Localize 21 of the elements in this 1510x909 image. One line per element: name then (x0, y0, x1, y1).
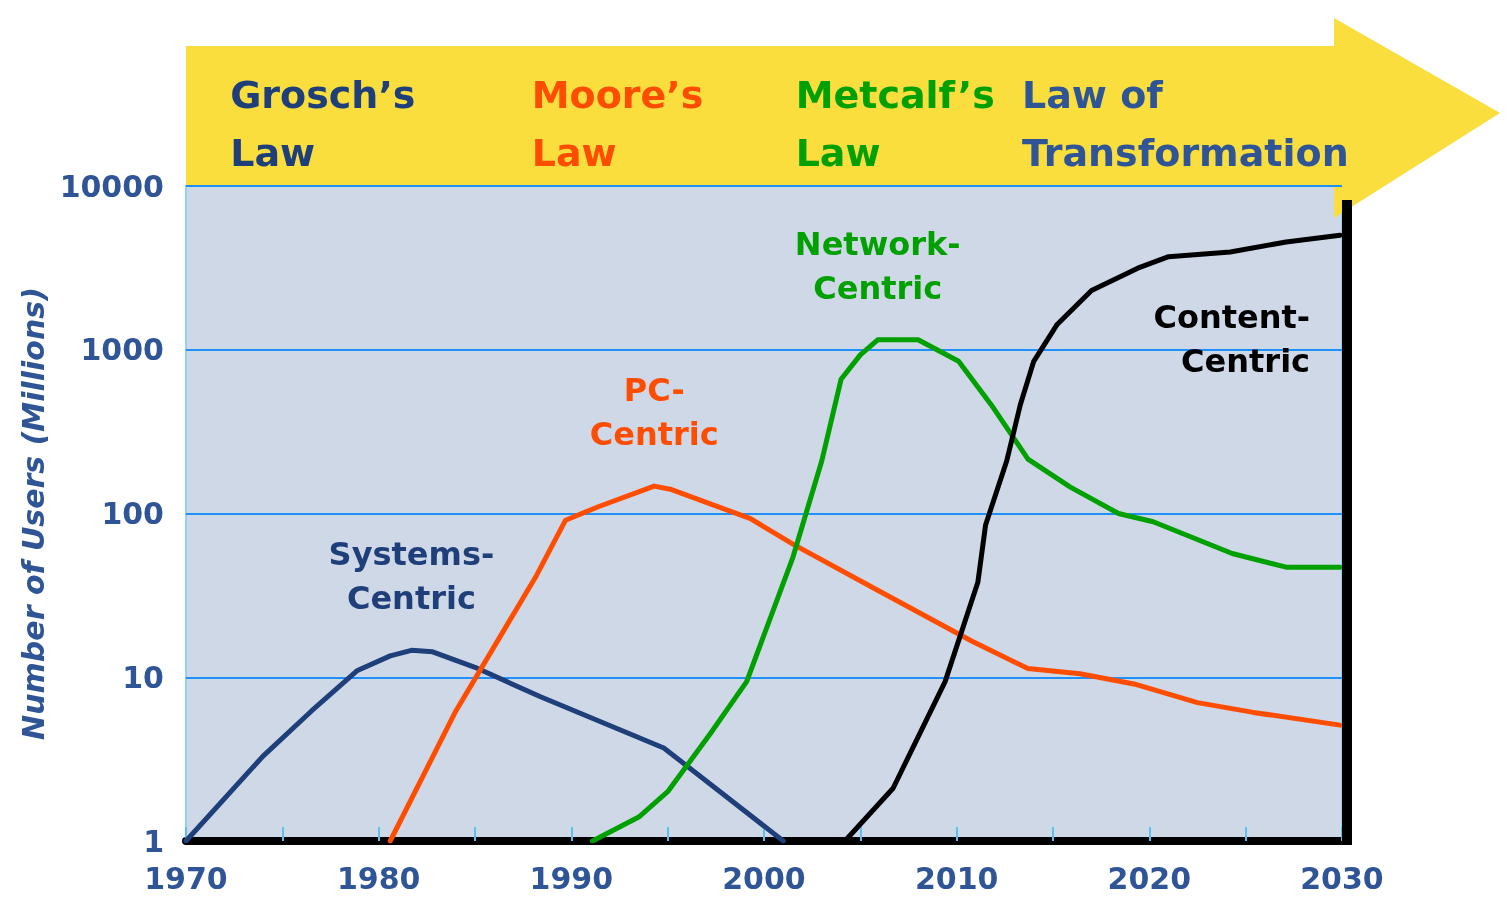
text: Law of Transformation (1021, 73, 1349, 175)
x-tick-label: 1990 (529, 860, 614, 896)
x-tick-label: 1970 (144, 860, 228, 896)
text: Metcalf’s Law (795, 73, 995, 175)
y-tick-label: 1 (143, 823, 164, 859)
series-label: Content-Centric (1153, 298, 1311, 381)
y-tick-label: 100 (101, 496, 164, 531)
text: Moore’s Law (531, 73, 704, 175)
y-axis-title: Number of Users (Millions) (16, 287, 52, 740)
text: Grosch’s Law (230, 73, 416, 175)
y-tick-label: 10000 (59, 168, 164, 204)
series-label: PC-Centric (589, 371, 719, 454)
x-tick-label: 2010 (914, 860, 999, 896)
x-tick-label: 1980 (336, 860, 421, 896)
series-label: Systems-Centric (328, 535, 495, 618)
series-label: Network-Centric (794, 224, 961, 307)
y-tick-label: 1000 (80, 332, 164, 368)
x-tick-label: 2000 (722, 860, 806, 896)
x-tick-label: 2020 (1107, 860, 1192, 896)
x-tick-label: 2030 (1300, 860, 1384, 896)
y-tick-label: 10 (122, 659, 164, 695)
